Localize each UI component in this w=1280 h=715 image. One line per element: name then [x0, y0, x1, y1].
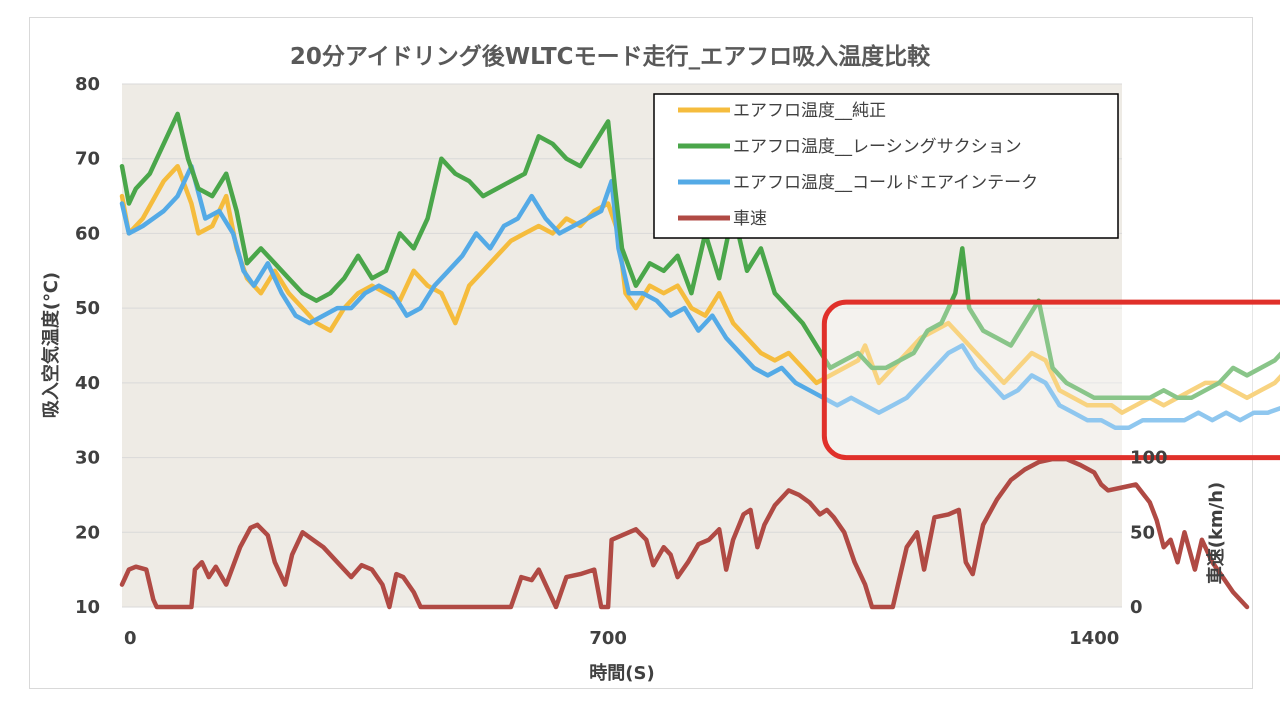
legend-box [653, 93, 1119, 239]
y-axis-left: 10 20 30 40 50 60 70 80 [75, 74, 100, 618]
y-tick-label: 70 [75, 149, 100, 170]
series-line-1 [119, 111, 1280, 401]
y-tick-label: 50 [75, 298, 100, 319]
y-tick-label: 30 [75, 448, 100, 469]
x-axis: 0 700 1400 [124, 628, 1119, 649]
highlight-box [821, 299, 1280, 461]
x-tick-label: 700 [589, 628, 627, 649]
y-tick-label: 80 [75, 74, 100, 95]
y-tick-label: 10 [75, 597, 100, 618]
series-line-0 [119, 163, 1280, 415]
y2-axis-label: 車速(km/h) [1205, 482, 1227, 585]
legend-label: 車速 [733, 209, 767, 229]
y-axis-right: 0 50 100 [1130, 448, 1168, 618]
x-tick-label: 1400 [1069, 628, 1119, 649]
series-line-2 [119, 163, 1280, 430]
y-tick-label: 60 [75, 223, 100, 244]
y2-tick-label: 50 [1130, 522, 1155, 543]
highlight-layer [821, 299, 1280, 461]
legend-label: エアフロ温度__コールドエアインテーク [733, 173, 1038, 193]
x-tick-label: 0 [124, 628, 137, 649]
legend-label: エアフロ温度__純正 [733, 101, 886, 121]
legend-label: エアフロ温度__レーシングサクション [733, 137, 1022, 157]
chart-title: 20分アイドリング後WLTCモード走行_エアフロ吸入温度比較 [290, 43, 931, 70]
y-tick-label: 40 [75, 373, 100, 394]
legend: エアフロ温度__純正エアフロ温度__レーシングサクションエアフロ温度__コールド… [653, 93, 1119, 239]
y-tick-label: 20 [75, 522, 100, 543]
x-axis-label: 時間(S) [589, 663, 654, 684]
y-axis-label: 吸入空気温度(℃) [40, 272, 62, 418]
y2-tick-label: 100 [1130, 448, 1168, 469]
y2-tick-label: 0 [1130, 597, 1143, 618]
